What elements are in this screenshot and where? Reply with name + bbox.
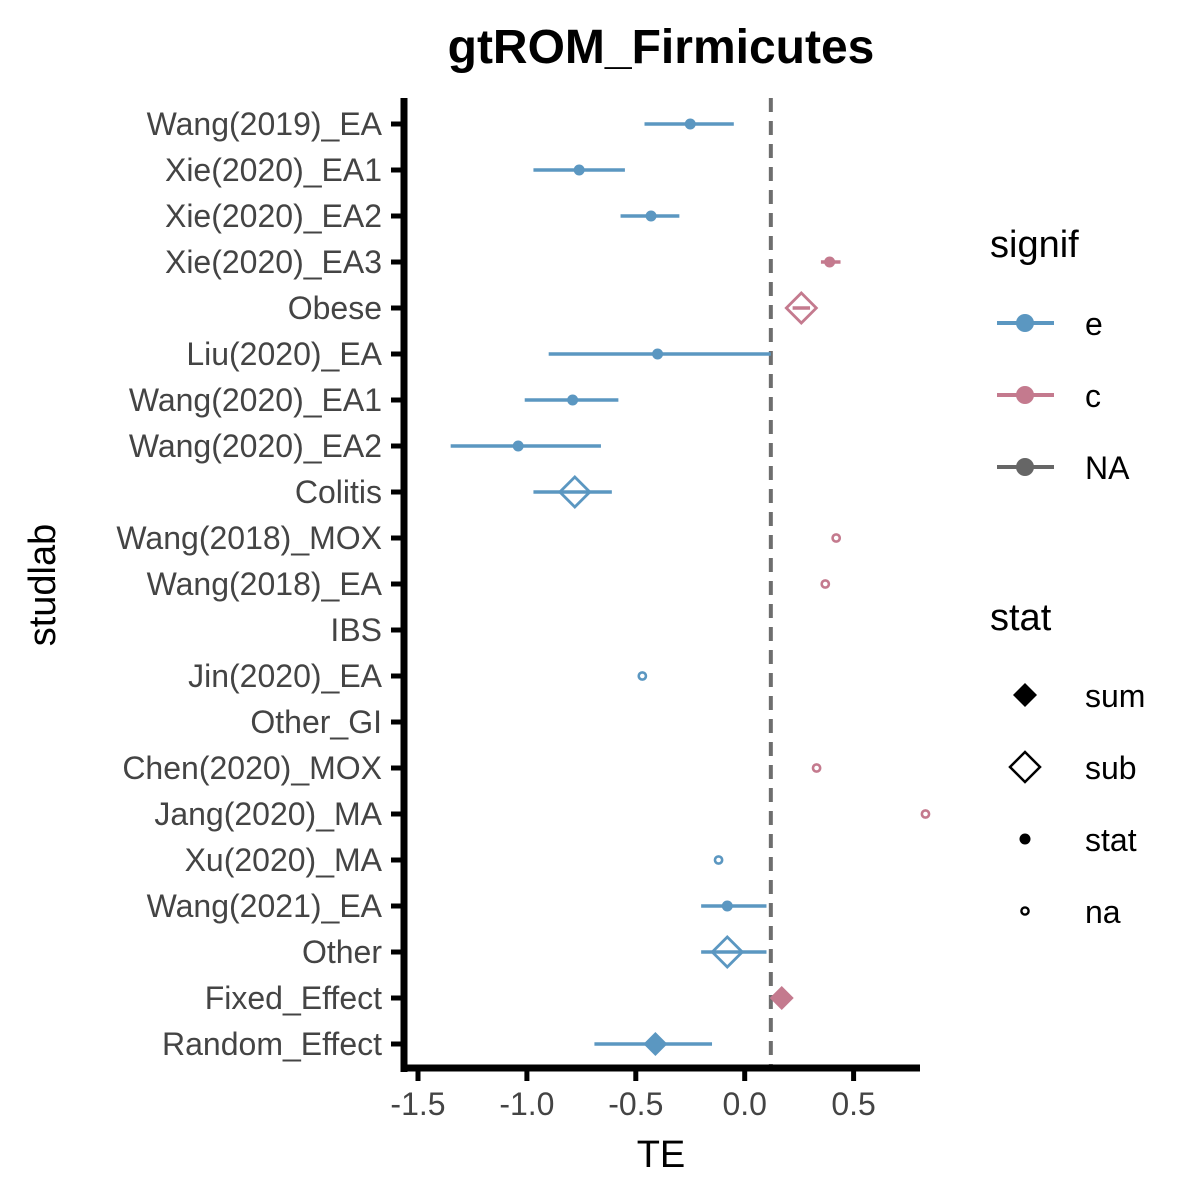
point-xie-2020-ea2: [645, 210, 657, 222]
point-liu-2020-ea: [652, 348, 664, 360]
y-tick-label-chen-2020-mox: Chen(2020)_MOX: [122, 750, 382, 786]
y-tick-label-fixed-effect: Fixed_Effect: [205, 980, 382, 1016]
legend-signif-label-na: NA: [1085, 450, 1130, 486]
chart-title: gtROM_Firmicutes: [448, 21, 875, 74]
legend-signif-label-e: e: [1085, 306, 1103, 342]
legend-stat-key-na: [1020, 906, 1030, 916]
y-tick-label-xie-2020-ea1: Xie(2020)_EA1: [165, 152, 382, 188]
axes: [391, 98, 920, 1081]
legend-stat-title: stat: [990, 597, 1052, 639]
y-tick-label-xie-2020-ea2: Xie(2020)_EA2: [165, 198, 382, 234]
y-tick-label-random-effect: Random_Effect: [162, 1026, 382, 1062]
legend-stat: stat sum sub stat na: [990, 597, 1145, 930]
diamond-obese: [784, 291, 819, 325]
y-tick-label-wang-2018-ea: Wang(2018)_EA: [147, 566, 383, 602]
diamond-colitis: [557, 475, 592, 509]
diamond-other: [710, 935, 745, 969]
legend-signif-dot-c: [1016, 386, 1034, 404]
legend-stat-label-stat: stat: [1085, 822, 1137, 858]
x-tick-label-4: 0.5: [831, 1086, 875, 1122]
data-marks: [450, 118, 931, 1056]
x-axis-tick-labels: -1.5 -1.0 -0.5 0.0 0.5: [390, 1086, 875, 1122]
y-tick-label-liu-2020-ea: Liu(2020)_EA: [186, 336, 382, 372]
legend-stat-key-sub: [1008, 750, 1042, 784]
point-wang-2020-ea1: [567, 394, 579, 406]
y-tick-label-xie-2020-ea3: Xie(2020)_EA3: [165, 244, 382, 280]
point-jang-2020-ma: [920, 809, 931, 819]
legend-stat-key-sum: [1013, 683, 1037, 707]
legend-stat-label-na: na: [1085, 894, 1121, 930]
y-tick-label-wang-2018-mox: Wang(2018)_MOX: [116, 520, 382, 556]
y-tick-label-wang-2019-ea: Wang(2019)_EA: [147, 106, 383, 142]
y-tick-label-ibs: IBS: [330, 612, 382, 648]
point-jin-2020-ea: [637, 671, 648, 681]
y-tick-label-other: Other: [302, 934, 382, 970]
point-chen-2020-mox: [811, 763, 822, 773]
legend-signif-label-c: c: [1085, 378, 1101, 414]
y-tick-label-jang-2020-ma: Jang(2020)_MA: [154, 796, 382, 832]
y-tick-label-obese: Obese: [288, 290, 382, 326]
y-axis-tick-labels: Wang(2019)_EA Xie(2020)_EA1 Xie(2020)_EA2 X…: [116, 106, 382, 1062]
legend-signif-dot-e: [1016, 314, 1034, 332]
x-tick-label-2: -0.5: [608, 1086, 663, 1122]
diamond-random-effect: [643, 1032, 668, 1056]
y-tick-label-wang-2020-ea1: Wang(2020)_EA1: [129, 382, 382, 418]
point-xu-2020-ma: [713, 855, 724, 865]
point-xie-2020-ea3: [824, 256, 836, 268]
point-wang-2019-ea: [684, 118, 696, 130]
legend-stat-label-sum: sum: [1085, 678, 1145, 714]
x-tick-label-1: -1.0: [499, 1086, 554, 1122]
legend-signif: signif ec NA: [990, 224, 1130, 486]
y-tick-label-other-gi: Other_GI: [250, 704, 382, 740]
y-tick-label-jin-2020-ea: Jin(2020)_EA: [188, 658, 383, 694]
point-wang-2020-ea2: [512, 440, 524, 452]
y-tick-label-wang-2021-ea: Wang(2021)_EA: [147, 888, 383, 924]
x-tick-label-0: -1.5: [390, 1086, 445, 1122]
diamond-fixed-effect: [769, 986, 794, 1010]
point-wang-2021-ea: [721, 900, 733, 912]
y-tick-label-xu-2020-ma: Xu(2020)_MA: [185, 842, 383, 878]
y-tick-label-colitis: Colitis: [295, 474, 382, 510]
point-wang-2018-mox: [831, 533, 842, 543]
legend-signif-dot-na: [1016, 458, 1034, 476]
y-tick-label-wang-2020-ea2: Wang(2020)_EA2: [129, 428, 382, 464]
point-wang-2018-ea: [820, 579, 831, 589]
x-tick-label-3: 0.0: [722, 1086, 766, 1122]
legend-stat-label-sub: sub: [1085, 750, 1137, 786]
point-xie-2020-ea1: [573, 164, 585, 176]
legend-stat-key-stat: [1019, 833, 1031, 845]
x-axis-title: TE: [637, 1134, 686, 1176]
legend-signif-title: signif: [990, 224, 1079, 266]
y-axis-title: studlab: [22, 524, 64, 647]
